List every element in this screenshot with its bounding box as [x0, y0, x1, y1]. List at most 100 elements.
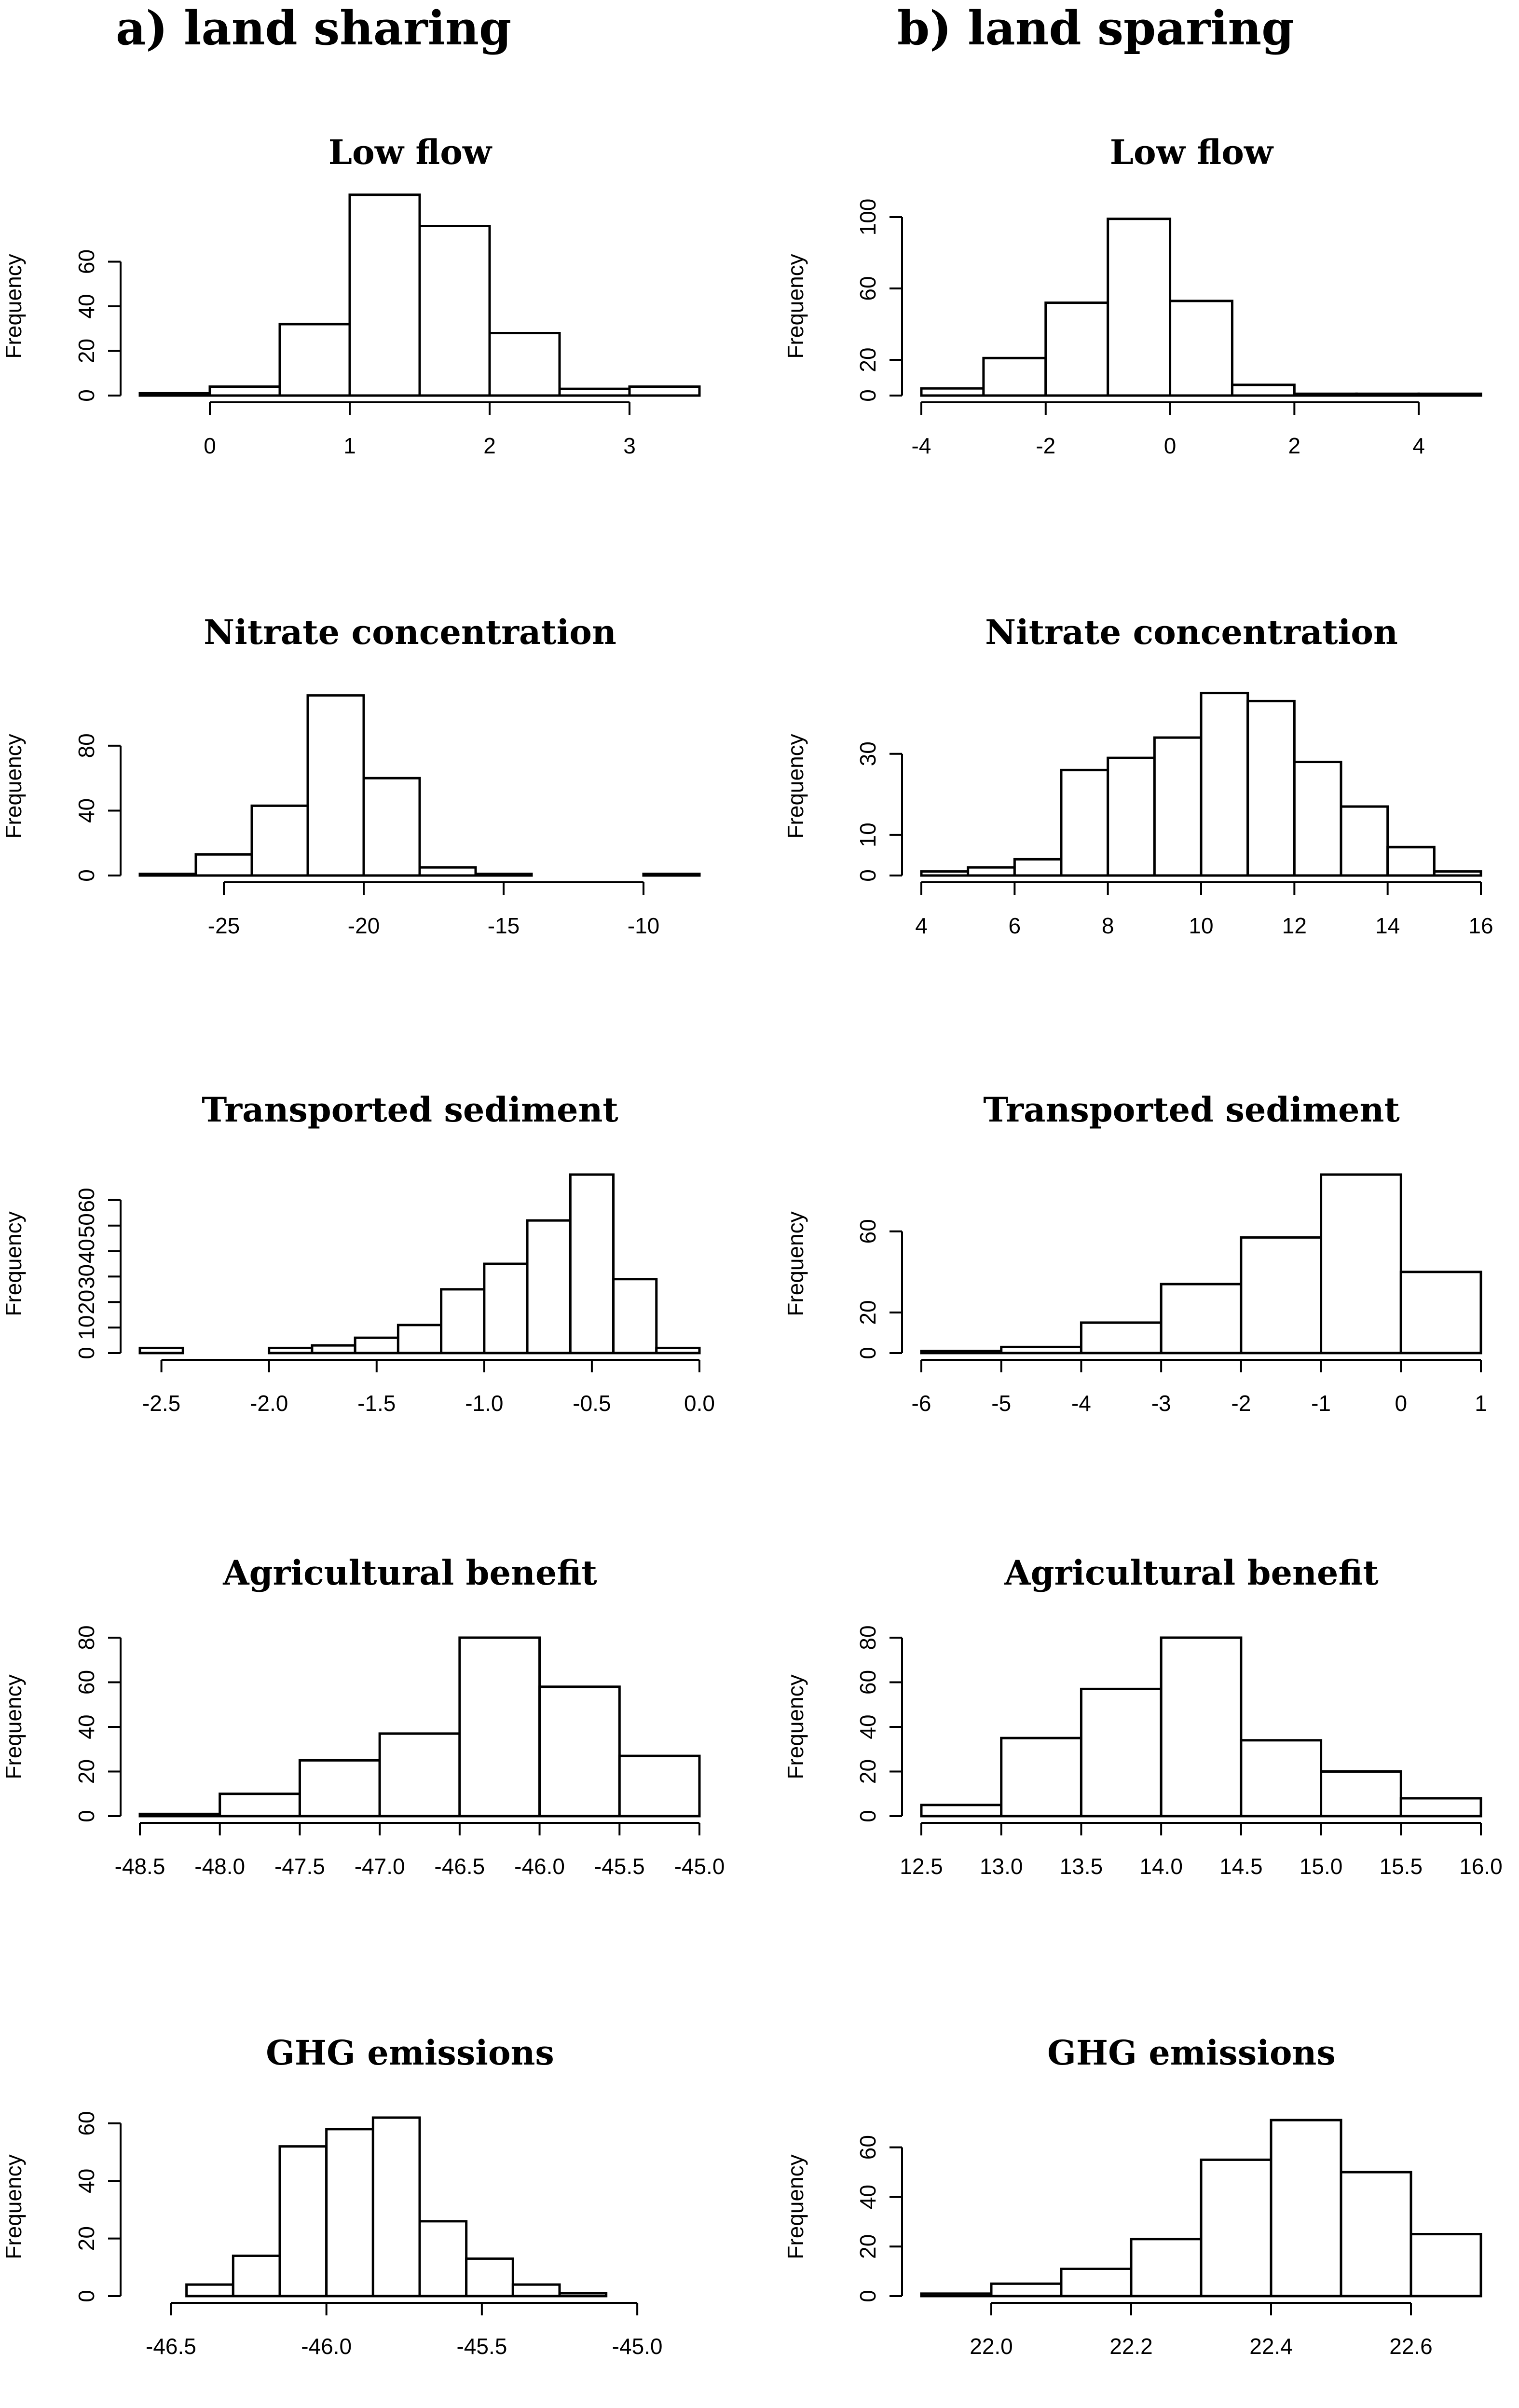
x-tick-label: 14 [1375, 913, 1400, 938]
histogram-panel-5: Transported sediment -2.5 -2.0 -1.5 -1.0 -0.5… [1, 1090, 715, 1416]
y-tick-label: 20 [855, 347, 880, 372]
panel-title: Transported sediment [202, 1090, 618, 1130]
y-tick-label: 60 [855, 1219, 880, 1244]
histogram-bar [378, 1732, 461, 1818]
histogram-bar [1107, 218, 1172, 397]
histogram-bar [278, 323, 351, 397]
x-tick-label: -46.0 [301, 2334, 352, 2359]
histogram-bar [483, 1262, 529, 1354]
y-tick-label: 60 [855, 276, 880, 301]
histogram-panel-6: Transported sediment-6 -5 -4 -3 -2 -1 0 102060F… [783, 1090, 1487, 1416]
histogram-bar [628, 385, 701, 397]
x-tick-label: -2.5 [142, 1391, 180, 1416]
histogram-bar [138, 1346, 184, 1354]
x-tick-label: 13.5 [1060, 1854, 1103, 1879]
histogram-bar [511, 2283, 561, 2298]
y-axis-label: Frequency [1, 734, 26, 838]
panel-title: Low flow [328, 132, 493, 172]
histogram-bar [354, 1336, 399, 1354]
histogram-bar [1320, 1770, 1402, 1818]
y-tick-label: 20 [855, 1300, 880, 1325]
histogram-bar [1293, 761, 1342, 877]
y-axis-label: Frequency [1, 1674, 26, 1779]
histogram-bar [1240, 1236, 1323, 1354]
x-tick-label: -48.5 [115, 1854, 165, 1879]
y-tick-label: 40 [74, 1239, 99, 1263]
histogram-bar [920, 870, 970, 877]
x-tick-label: 8 [1102, 913, 1114, 938]
histogram-bar [1240, 1739, 1323, 1818]
x-tick-label: 15.5 [1380, 1854, 1423, 1879]
histogram-bar [1293, 392, 1358, 397]
x-tick-label: 1 [1475, 1391, 1487, 1416]
x-tick-label: -1.0 [465, 1391, 503, 1416]
y-tick-label: 20 [74, 1290, 99, 1314]
x-tick-label: -45.5 [594, 1854, 645, 1879]
histogram-bar [474, 873, 533, 877]
histogram-bar [397, 1324, 443, 1354]
x-tick-label: -15 [488, 913, 520, 938]
x-tick-label: 16 [1468, 913, 1493, 938]
y-axis-label: Frequency [783, 1211, 808, 1316]
histogram-bar [1000, 1345, 1082, 1354]
histogram-bar [1107, 756, 1156, 877]
histogram-bar [185, 2283, 234, 2298]
y-tick-label: 60 [74, 2111, 99, 2135]
y-tick-label: 10 [855, 822, 880, 847]
x-tick-label: -46.0 [514, 1854, 565, 1879]
histogram-bar [642, 873, 701, 877]
histogram-bar [1130, 2238, 1203, 2298]
histogram-bar [1246, 699, 1296, 877]
x-tick-label: -4 [1071, 1391, 1091, 1416]
y-tick-label: 0 [74, 2290, 99, 2302]
histogram-bar [1399, 1271, 1482, 1354]
histogram-bar [618, 1754, 701, 1818]
x-tick-label: -46.5 [146, 2334, 196, 2359]
histogram-bar [1340, 2171, 1412, 2298]
histogram-bar [1399, 1797, 1482, 1818]
x-tick-label: 2 [1288, 433, 1301, 458]
y-tick-label: 60 [74, 249, 99, 274]
x-tick-label: 22.2 [1109, 2334, 1153, 2359]
histogram-bar [1080, 1687, 1163, 1818]
histogram-bar [268, 1346, 314, 1354]
x-tick-label: 0 [1395, 1391, 1407, 1416]
y-tick-label: 80 [74, 1625, 99, 1650]
x-tick-label: -2 [1231, 1391, 1251, 1416]
histogram-bar [1200, 2158, 1273, 2298]
histogram-panel-1: Low flow 0 1 2 3 0 20 40 60 Frequency [1, 132, 701, 458]
x-tick-label: -46.5 [434, 1854, 485, 1879]
x-tick-label: 6 [1009, 913, 1021, 938]
histogram-bar [465, 2257, 514, 2298]
y-tick-label: 0 [74, 1810, 99, 1822]
y-tick-label: 0 [855, 1810, 880, 1822]
x-tick-label: -25 [208, 913, 240, 938]
y-axis-label: Frequency [783, 2154, 808, 2259]
histogram-bar [1160, 1283, 1243, 1354]
x-tick-label: 0.0 [684, 1391, 715, 1416]
y-tick-label: 20 [74, 1759, 99, 1784]
y-tick-label: 80 [855, 1625, 880, 1650]
histogram-bar [1000, 1737, 1082, 1818]
x-tick-label: 4 [915, 913, 928, 938]
histogram-panel-3: Nitrate concentration -25 -20 -15 -10 0 40 80 Fr… [1, 612, 701, 938]
y-tick-label: 40 [855, 1714, 880, 1739]
histogram-bar [1013, 858, 1063, 877]
histogram-bar [1340, 805, 1389, 877]
x-tick-label: 3 [623, 433, 636, 458]
histogram-bar [1270, 2119, 1342, 2298]
histogram-bar [1417, 392, 1482, 397]
y-axis-label: Frequency [1, 254, 26, 358]
histogram-bar [1386, 846, 1436, 877]
histogram-bar [612, 1278, 658, 1354]
x-tick-label: 12 [1282, 913, 1307, 938]
x-tick-label: 1 [343, 433, 356, 458]
x-tick-label: -10 [628, 913, 659, 938]
histogram-bar [920, 1350, 1003, 1354]
x-tick-label: 13.0 [980, 1854, 1023, 1879]
y-tick-label: 20 [74, 2226, 99, 2251]
y-tick-label: 0 [74, 869, 99, 882]
y-tick-label: 20 [74, 339, 99, 363]
histogram-bar [1200, 692, 1249, 877]
